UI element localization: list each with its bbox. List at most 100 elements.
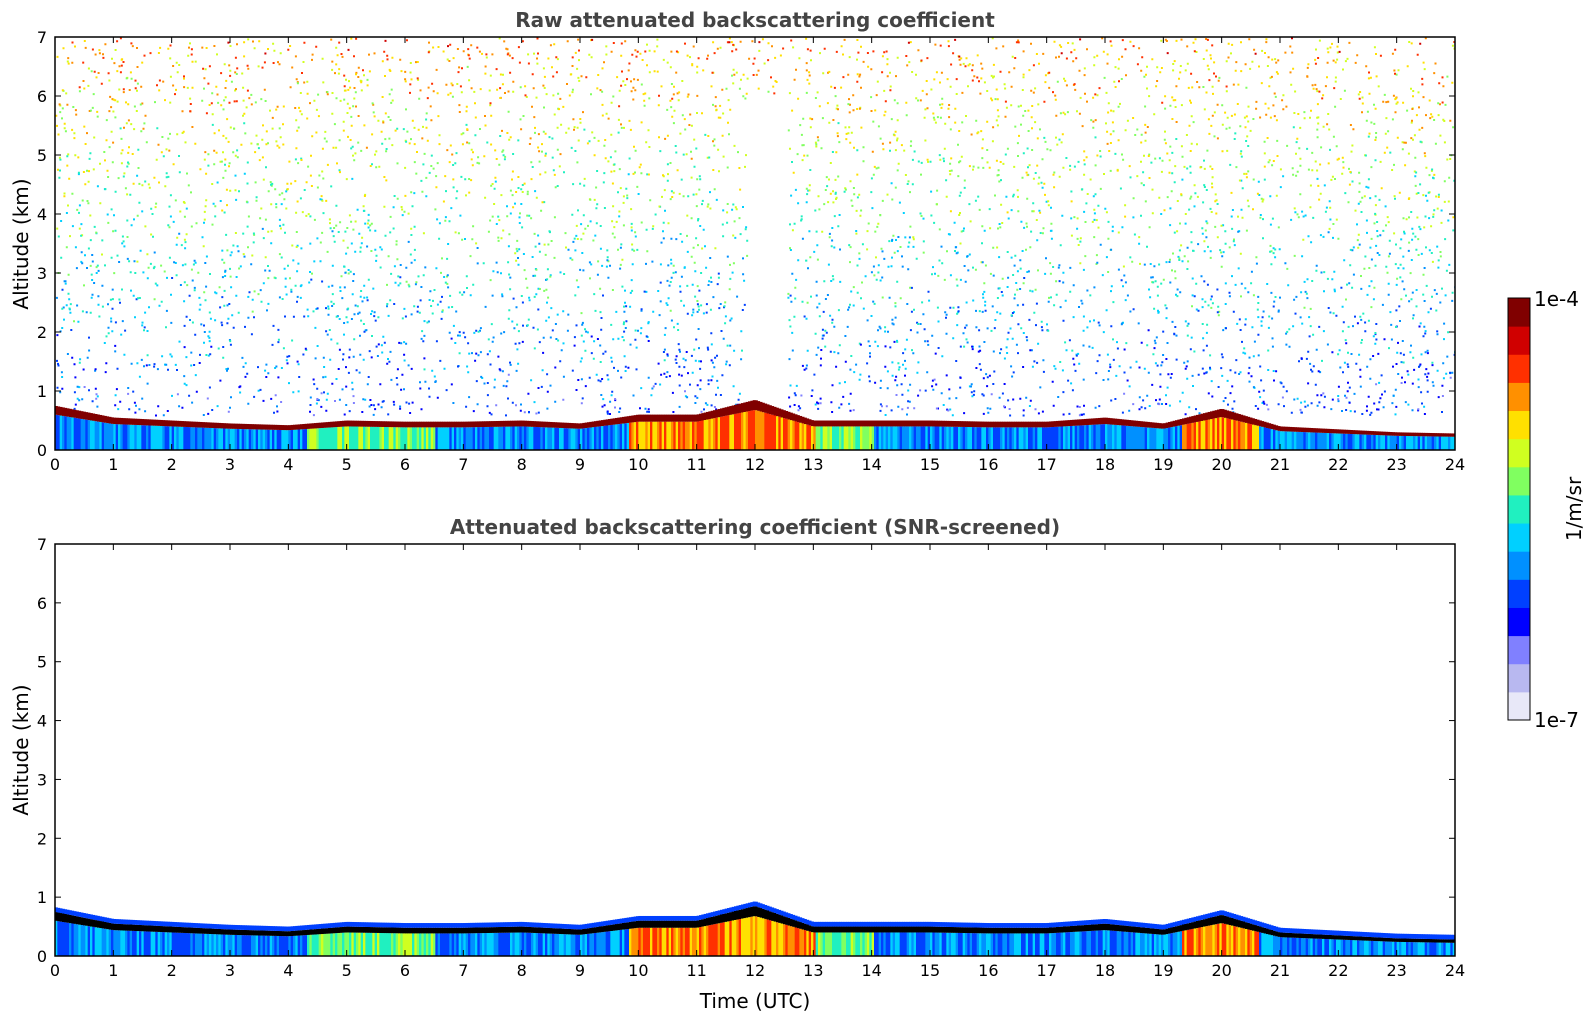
bot-layer-ridge — [1224, 915, 1227, 924]
bot-layer-ridge — [1212, 916, 1216, 925]
bot-layer-halo — [701, 914, 705, 920]
bot-layer-column — [885, 932, 889, 956]
top-layer-column — [1186, 423, 1190, 450]
bot-layer-ridge — [115, 923, 119, 931]
bot-layer-column — [582, 934, 586, 956]
top-layer-ridge — [1065, 420, 1069, 427]
top-layer-column — [687, 421, 691, 450]
top-layer-ridge — [1161, 423, 1164, 429]
bot-layer-ridge — [1324, 934, 1328, 940]
top-layer-column — [1284, 431, 1288, 450]
bot-layer-ridge — [335, 927, 338, 934]
bot-layer-ridge — [412, 927, 415, 934]
bot-layer-halo — [64, 909, 68, 914]
bot-layer-halo — [514, 921, 518, 927]
bot-layer-halo — [811, 921, 814, 927]
top-layer-column — [724, 415, 728, 450]
bot-layer-ridge — [1301, 933, 1304, 939]
bot-layer-halo — [463, 923, 467, 928]
bot-layer-column — [139, 931, 142, 956]
bot-layer-halo — [941, 922, 945, 927]
bot-layer-column — [1198, 927, 1202, 956]
bot-layer-column — [570, 934, 574, 956]
bot-layer-ridge — [1186, 923, 1190, 930]
bot-layer-halo — [444, 923, 448, 928]
top-layer-column — [888, 426, 891, 450]
bot-layer-column — [171, 932, 175, 956]
top-layer-ridge — [1373, 431, 1377, 435]
top-layer-ridge — [265, 424, 268, 430]
top-layer-ridge — [1016, 421, 1020, 428]
bot-layer-column — [1221, 923, 1225, 956]
top-layer-column — [451, 427, 455, 450]
top-layer-ridge — [367, 420, 371, 427]
bot-layer-ridge — [195, 927, 198, 934]
bot-layer-column — [458, 933, 462, 956]
bot-layer-halo — [482, 922, 485, 928]
top-layer-column — [596, 426, 600, 450]
top-layer-ridge — [260, 424, 264, 430]
top-layer-column — [1452, 436, 1455, 450]
bot-layer-halo — [860, 921, 863, 927]
bot-layer-halo — [801, 918, 805, 923]
bot-layer-halo — [1317, 929, 1321, 935]
bot-layer-ridge — [720, 914, 723, 923]
bot-layer-column — [477, 933, 481, 956]
bot-layer-halo — [554, 923, 558, 929]
bot-layer-halo — [528, 922, 532, 927]
top-layer-column — [1396, 435, 1400, 450]
bot-x-tick-label: 15 — [920, 961, 940, 980]
bot-layer-halo — [66, 909, 70, 915]
top-layer-ridge — [1228, 411, 1232, 419]
top-layer-ridge — [377, 421, 380, 427]
top-layer-ridge — [1060, 420, 1064, 427]
bot-layer-column — [1235, 926, 1239, 956]
bot-layer-column — [734, 919, 737, 956]
bot-layer-ridge — [1266, 928, 1269, 935]
top-x-tick-label: 4 — [283, 455, 293, 474]
bot-layer-column — [547, 933, 551, 956]
top-layer-ridge — [981, 421, 985, 428]
bot-layer-halo — [1434, 934, 1437, 940]
top-layer-ridge — [482, 421, 485, 428]
bot-layer-column — [696, 927, 700, 956]
top-layer-column — [1343, 433, 1346, 450]
bot-layer-halo — [225, 924, 229, 930]
top-layer-ridge — [1144, 421, 1148, 428]
top-x-tick-label: 13 — [803, 455, 823, 474]
top-layer-column — [447, 427, 450, 450]
bot-layer-halo — [157, 921, 161, 926]
bot-layer-halo — [388, 922, 392, 928]
bot-layer-ridge — [1144, 927, 1148, 934]
bot-layer-ridge — [356, 926, 359, 933]
bot-layer-column — [447, 933, 450, 956]
bot-layer-ridge — [1413, 938, 1416, 943]
top-layer-ridge — [948, 420, 952, 427]
top-layer-ridge — [141, 419, 145, 426]
top-layer-column — [1039, 427, 1043, 450]
bot-layer-halo — [330, 923, 334, 928]
bot-layer-halo — [909, 921, 912, 927]
top-layer-column — [717, 417, 721, 450]
bot-layer-halo — [468, 922, 471, 928]
top-x-tick-label: 6 — [400, 455, 410, 474]
top-layer-column — [846, 426, 849, 450]
bot-layer-column — [1205, 926, 1209, 956]
bot-layer-ridge — [139, 924, 142, 932]
bot-layer-column — [1021, 933, 1024, 956]
bot-layer-halo — [871, 921, 875, 927]
top-layer-column — [216, 428, 219, 450]
bot-layer-halo — [1429, 934, 1433, 940]
bot-layer-halo — [750, 902, 754, 907]
bot-layer-ridge — [1009, 927, 1013, 934]
top-layer-ridge — [864, 420, 868, 427]
bot-layer-ridge — [167, 926, 170, 933]
bot-layer-ridge — [535, 927, 539, 934]
top-layer-column — [1399, 435, 1402, 450]
bot-layer-ridge — [206, 928, 210, 934]
bot-layer-column — [806, 930, 810, 956]
bot-layer-halo — [325, 923, 329, 929]
bot-layer-ridge — [853, 926, 856, 933]
bot-layer-halo — [456, 923, 460, 928]
bot-layer-ridge — [671, 920, 674, 928]
